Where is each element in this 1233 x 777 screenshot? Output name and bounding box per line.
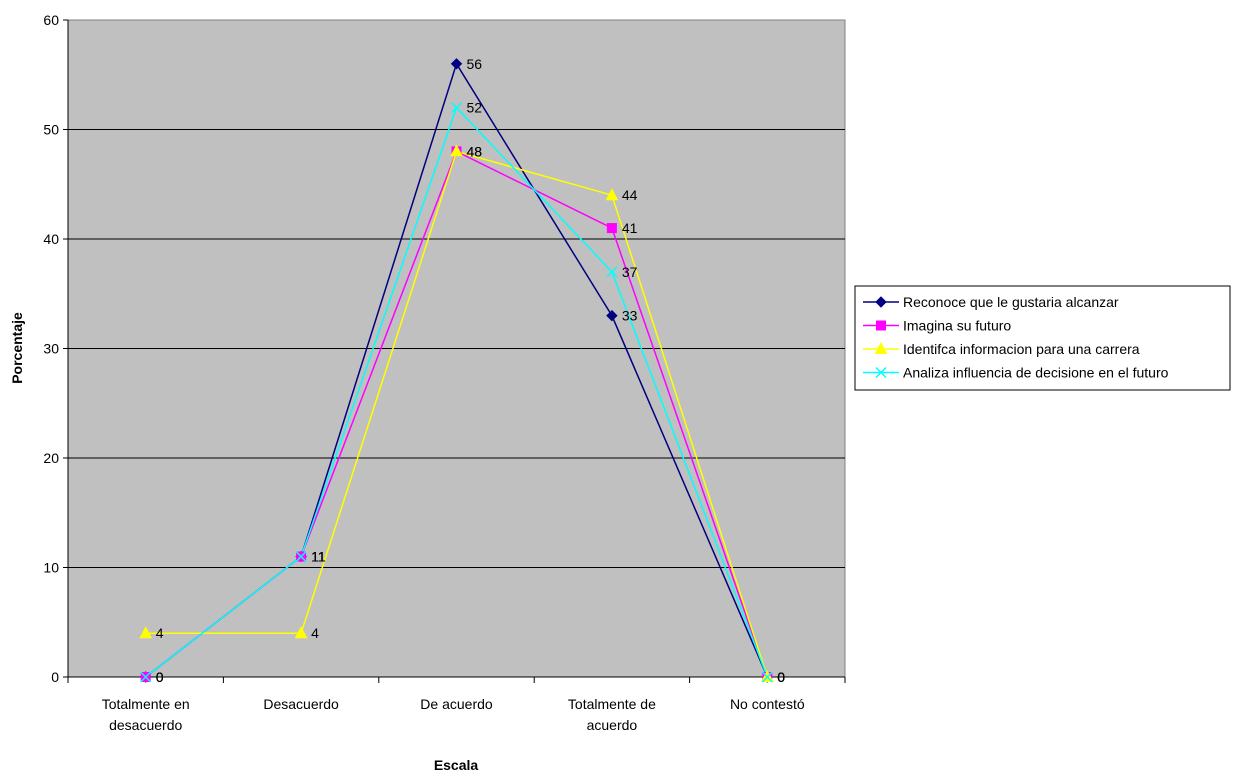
x-axis-title: Escala	[434, 757, 479, 772]
y-tick-label: 10	[43, 560, 59, 576]
data-point-diamond	[606, 309, 618, 322]
legend-item: Analiza influencia de decisione en el fu…	[863, 365, 1169, 381]
data-point-triangle	[294, 626, 308, 639]
x-category-label: Totalmente de acuerdo	[568, 696, 656, 733]
data-point-triangle	[450, 144, 463, 157]
data-point-x	[295, 551, 307, 563]
y-tick-label: 20	[43, 450, 59, 466]
legend-item: Reconoce que le gustaria alcanzar	[863, 294, 1119, 310]
data-label: 44	[622, 187, 638, 203]
data-label: 0	[156, 669, 164, 685]
data-label: 0	[777, 669, 785, 685]
data-point-diamond	[450, 58, 463, 70]
y-tick-label: 40	[43, 231, 59, 247]
x-category-label: Totalmente en desacuerdo	[102, 696, 190, 733]
legend-label: Reconoce que le gustaria alcanzar	[903, 294, 1119, 310]
data-label: 11	[311, 549, 326, 565]
data-label: 33	[622, 308, 638, 324]
data-point-triangle	[605, 188, 619, 201]
data-point-square	[606, 223, 617, 234]
data-label: 37	[622, 264, 638, 280]
x-category-label: Desacuerdo	[263, 696, 339, 712]
gridlines	[68, 129, 845, 568]
data-point-x	[606, 266, 618, 278]
data-label: 48	[467, 143, 483, 159]
data-label: 48	[467, 143, 483, 159]
legend-marker-triangle	[874, 341, 888, 354]
series-layer	[139, 58, 774, 683]
data-point-x	[761, 671, 773, 683]
data-label: 0	[777, 669, 785, 685]
legend-marker-x	[875, 366, 887, 379]
legend-marker-square	[876, 320, 886, 331]
data-label: 11	[311, 549, 326, 565]
data-point-x	[140, 671, 152, 683]
legend-marker-diamond	[875, 296, 887, 308]
data-point-triangle	[139, 626, 153, 639]
y-tick-label: 0	[51, 669, 59, 685]
x-category-label: De acuerdo	[420, 696, 493, 712]
data-label: 41	[622, 220, 638, 236]
data-label: 0	[777, 669, 785, 685]
legend-label: Identifca informacion para una carrera	[903, 341, 1140, 357]
legend-item: Imagina su futuro	[863, 318, 1011, 334]
data-label: 0	[156, 669, 164, 685]
legend-box	[854, 285, 1231, 391]
y-tick-label: 30	[43, 341, 59, 357]
y-tick-label: 50	[43, 122, 59, 138]
legend-label: Analiza influencia de decisione en el fu…	[903, 365, 1169, 381]
data-label: 4	[156, 625, 164, 641]
data-point-x	[450, 102, 463, 114]
legend: Reconoce que le gustaria alcanzar Imagina…	[854, 285, 1231, 391]
x-category-label: No contestó	[730, 696, 805, 712]
legend-label: Imagina su futuro	[903, 318, 1011, 334]
data-label: 56	[467, 56, 483, 72]
y-axis-title: Porcentaje	[9, 312, 25, 384]
data-label: 4	[311, 625, 319, 641]
data-label: 0	[156, 669, 164, 685]
legend-item: Identifca informacion para una carrera	[863, 341, 1140, 357]
data-label: 11	[311, 549, 326, 565]
y-tick-label: 60	[43, 12, 59, 28]
data-label: 0	[777, 669, 785, 685]
data-label: 52	[467, 100, 483, 116]
